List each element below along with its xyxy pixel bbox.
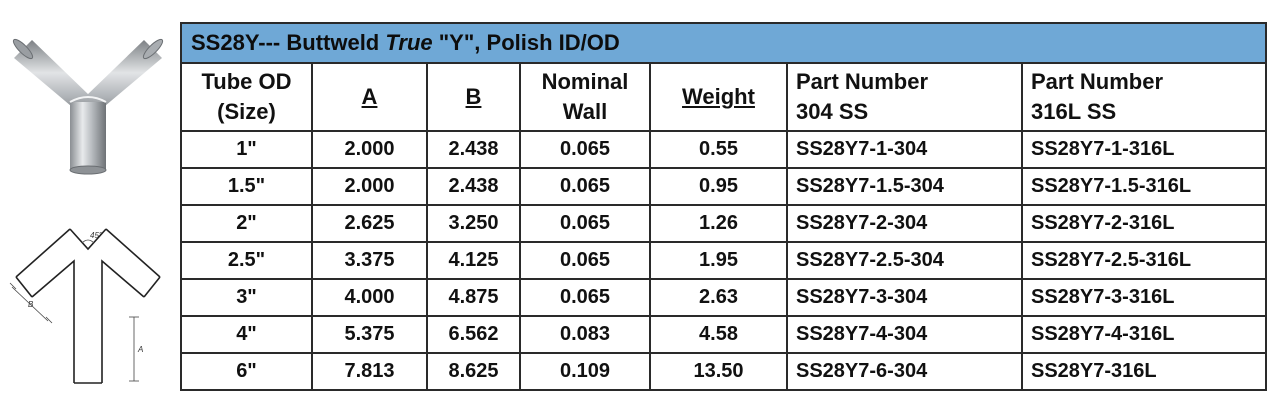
cell-size: 2.5" <box>180 241 313 280</box>
cell-weight: 1.95 <box>649 241 788 280</box>
table-row: 1.5" 2.000 2.438 0.065 0.95 SS28Y7-1.5-304 SS2… <box>180 167 1268 206</box>
cell-part-number-304: SS28Y7-1.5-304 <box>786 167 1023 206</box>
header-nominal-wall: Nominal Wall <box>519 62 651 132</box>
header-tube-od: Tube OD (Size) <box>180 62 313 132</box>
cell-wall: 0.065 <box>519 167 651 206</box>
cell-wall: 0.065 <box>519 278 651 317</box>
table-row: 2" 2.625 3.250 0.065 1.26 SS28Y7-2-304 SS28Y7-… <box>180 204 1268 243</box>
cell-b: 8.625 <box>426 352 521 391</box>
header-part-number-304: Part Number 304 SS <box>786 62 1023 132</box>
header-part-number-316: Part Number 316L SS <box>1020 62 1268 132</box>
cell-part-number-316: SS28Y7-316L <box>1020 352 1268 391</box>
angle-label: 45° <box>90 231 103 240</box>
cell-b: 2.438 <box>426 130 521 169</box>
cell-a: 5.375 <box>311 315 428 354</box>
cell-part-number-316: SS28Y7-1-316L <box>1020 130 1268 169</box>
cell-size: 3" <box>180 278 313 317</box>
cell-size: 1.5" <box>180 167 313 206</box>
cell-part-number-316: SS28Y7-3-316L <box>1020 278 1268 317</box>
cell-size: 2" <box>180 204 313 243</box>
cell-weight: 0.55 <box>649 130 788 169</box>
cell-part-number-304: SS28Y7-2.5-304 <box>786 241 1023 280</box>
cell-b: 2.438 <box>426 167 521 206</box>
cell-size: 1" <box>180 130 313 169</box>
cell-part-number-304: SS28Y7-1-304 <box>786 130 1023 169</box>
cell-part-number-304: SS28Y7-3-304 <box>786 278 1023 317</box>
cell-size: 4" <box>180 315 313 354</box>
spec-table: SS28Y--- Buttweld True "Y", Polish ID/OD… <box>179 22 1268 391</box>
cell-part-number-316: SS28Y7-1.5-316L <box>1020 167 1268 206</box>
table-row: 1" 2.000 2.438 0.065 0.55 SS28Y7-1-304 SS28Y7-… <box>180 130 1268 169</box>
y-fitting-drawing: 45° B A <box>9 228 161 384</box>
cell-wall: 0.065 <box>519 241 651 280</box>
header-a: A <box>311 62 428 132</box>
cell-weight: 1.26 <box>649 204 788 243</box>
cell-weight: 0.95 <box>649 167 788 206</box>
table-row: 6" 7.813 8.625 0.109 13.50 SS28Y7-6-304 SS28Y7… <box>180 352 1268 391</box>
cell-size: 6" <box>180 352 313 391</box>
header-row: Tube OD (Size) A B Nominal Wall Weight Par… <box>180 62 1268 132</box>
cell-b: 4.875 <box>426 278 521 317</box>
y-fitting-photo <box>12 38 164 175</box>
cell-part-number-304: SS28Y7-2-304 <box>786 204 1023 243</box>
cell-part-number-304: SS28Y7-6-304 <box>786 352 1023 391</box>
cell-part-number-316: SS28Y7-4-316L <box>1020 315 1268 354</box>
cell-a: 7.813 <box>311 352 428 391</box>
cell-a: 3.375 <box>311 241 428 280</box>
cell-a: 4.000 <box>311 278 428 317</box>
header-weight: Weight <box>649 62 788 132</box>
cell-weight: 2.63 <box>649 278 788 317</box>
cell-a: 2.000 <box>311 130 428 169</box>
cell-b: 6.562 <box>426 315 521 354</box>
cell-part-number-316: SS28Y7-2-316L <box>1020 204 1268 243</box>
header-b: B <box>426 62 521 132</box>
dimension-b-label: B <box>28 300 34 309</box>
table-row: 3" 4.000 4.875 0.065 2.63 SS28Y7-3-304 SS28Y7-… <box>180 278 1268 317</box>
cell-wall: 0.083 <box>519 315 651 354</box>
cell-a: 2.625 <box>311 204 428 243</box>
cell-part-number-304: SS28Y7-4-304 <box>786 315 1023 354</box>
cell-a: 2.000 <box>311 167 428 206</box>
title-italic: True <box>385 30 433 55</box>
cell-wall: 0.109 <box>519 352 651 391</box>
table-row: 2.5" 3.375 4.125 0.065 1.95 SS28Y7-2.5-304 SS2… <box>180 241 1268 280</box>
cell-weight: 4.58 <box>649 315 788 354</box>
cell-wall: 0.065 <box>519 130 651 169</box>
cell-wall: 0.065 <box>519 204 651 243</box>
cell-part-number-316: SS28Y7-2.5-316L <box>1020 241 1268 280</box>
table-title: SS28Y--- Buttweld True "Y", Polish ID/OD <box>179 22 1268 64</box>
cell-b: 4.125 <box>426 241 521 280</box>
cell-b: 3.250 <box>426 204 521 243</box>
dimension-a-label: A <box>137 345 143 354</box>
table-row: 4" 5.375 6.562 0.083 4.58 SS28Y7-4-304 SS28Y7-… <box>180 315 1268 354</box>
cell-weight: 13.50 <box>649 352 788 391</box>
